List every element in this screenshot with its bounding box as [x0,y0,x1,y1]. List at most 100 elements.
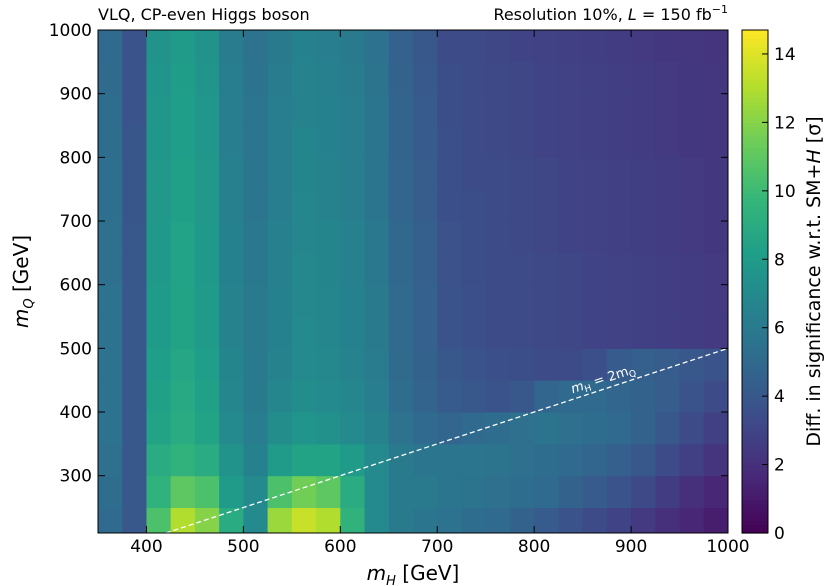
heatmap-cell [631,93,656,127]
heatmap-cell [413,412,438,445]
colorbar-swatch [742,331,768,337]
heatmap-cell [243,157,269,190]
heatmap-cell [219,443,244,477]
heatmap-cell [340,252,366,286]
heatmap-cell [534,157,559,190]
heatmap-cell [170,252,196,286]
heatmap-cell [582,189,608,222]
colorbar-swatch [742,76,768,81]
heatmap-cell [291,189,317,222]
colorbar-swatch [742,453,768,459]
heatmap-cell [534,412,559,445]
colorbar-swatch [742,71,768,77]
heatmap-cell [98,93,123,127]
heatmap-cell [122,30,147,63]
heatmap-cell [316,380,341,413]
heatmap-cell [267,252,293,286]
heatmap-cell [340,93,366,127]
heatmap-cell [631,412,656,445]
colorbar-tick-label: 10 [774,182,796,202]
colorbar-swatch [742,428,768,433]
heatmap-cell [558,93,584,127]
heatmap-cell [509,189,535,222]
heatmap-cell [558,157,584,190]
heatmap-cell [679,380,705,413]
colorbar-swatch [742,424,768,429]
heatmap-cell [388,221,414,254]
heatmap-cell [437,125,462,158]
heatmap-cell [170,93,196,127]
heatmap-cell [98,348,123,381]
heatmap-cell [388,284,414,318]
heatmap-cell [413,125,438,158]
heatmap-cell [98,475,123,509]
heatmap-cell [243,284,269,318]
heatmap-cell [388,252,414,286]
colorbar-swatch [742,491,768,496]
heatmap-cell [316,157,341,190]
colorbar-swatch [742,444,768,450]
heatmap-cell [582,61,608,95]
colorbar-swatch [742,512,768,517]
heatmap-cell [679,284,705,318]
heatmap-cell [364,221,390,254]
subtitle-part: Resolution 10%, [493,5,627,24]
colorbar-swatch [742,373,768,379]
heatmap-cell [437,412,462,445]
x-tick-label: 800 [518,537,550,557]
colorbar-swatch [742,407,768,413]
heatmap-cell [461,252,487,286]
heatmap-cell [631,61,656,95]
colorbar-swatch [742,361,768,366]
heatmap-cell [122,412,147,445]
y-tick-label: 500 [60,339,92,359]
heatmap-cell [194,189,220,222]
heatmap-cell [98,30,123,63]
heatmap-cell [267,157,293,190]
heatmap-cell [194,252,220,286]
heatmap-cell [461,125,487,158]
colorbar-swatch [742,30,768,35]
x-tick-label: 1000 [706,537,749,557]
heatmap-cell [703,507,729,534]
colorbar-swatch [742,138,768,144]
colorbar-swatch [742,151,768,157]
heatmap-cell [679,157,705,190]
heatmap-cell [267,189,293,222]
heatmap-cell [98,316,123,349]
colorbar-swatch [742,105,768,111]
colorbar-swatch [742,486,768,492]
heatmap-cell [316,284,341,318]
heatmap-cell [606,93,632,127]
heatmap-cell [582,221,608,254]
heatmap-cell [631,189,656,222]
heatmap-cell [509,348,535,381]
heatmap-cell [122,380,147,413]
heatmap-cell [364,61,390,95]
heatmap-cell [509,125,535,158]
heatmap-cell [485,348,511,381]
heatmap-cell [364,348,390,381]
colorbar-swatch [742,189,768,195]
heatmap-cell [534,125,559,158]
heatmap-cell [582,316,608,349]
colorbar-swatch [742,273,768,278]
heatmap-cell [606,507,632,534]
heatmap-cell [243,348,269,381]
colorbar-swatch [742,252,768,257]
heatmap-cell [606,316,632,349]
heatmap-cell [655,157,681,190]
colorbar-swatch [742,42,768,48]
heatmap-cell [98,507,123,534]
heatmap-cell [485,443,511,477]
label-part: Q [628,369,638,381]
heatmap-cell [364,125,390,158]
heatmap-cell [267,475,293,509]
heatmap-cell [461,61,487,95]
heatmap-cell [461,93,487,127]
heatmap-cell [267,93,293,127]
heatmap-cell [631,221,656,254]
y-tick-label: 300 [60,467,92,487]
heatmap-cell [437,157,462,190]
heatmap-cell [122,61,147,95]
